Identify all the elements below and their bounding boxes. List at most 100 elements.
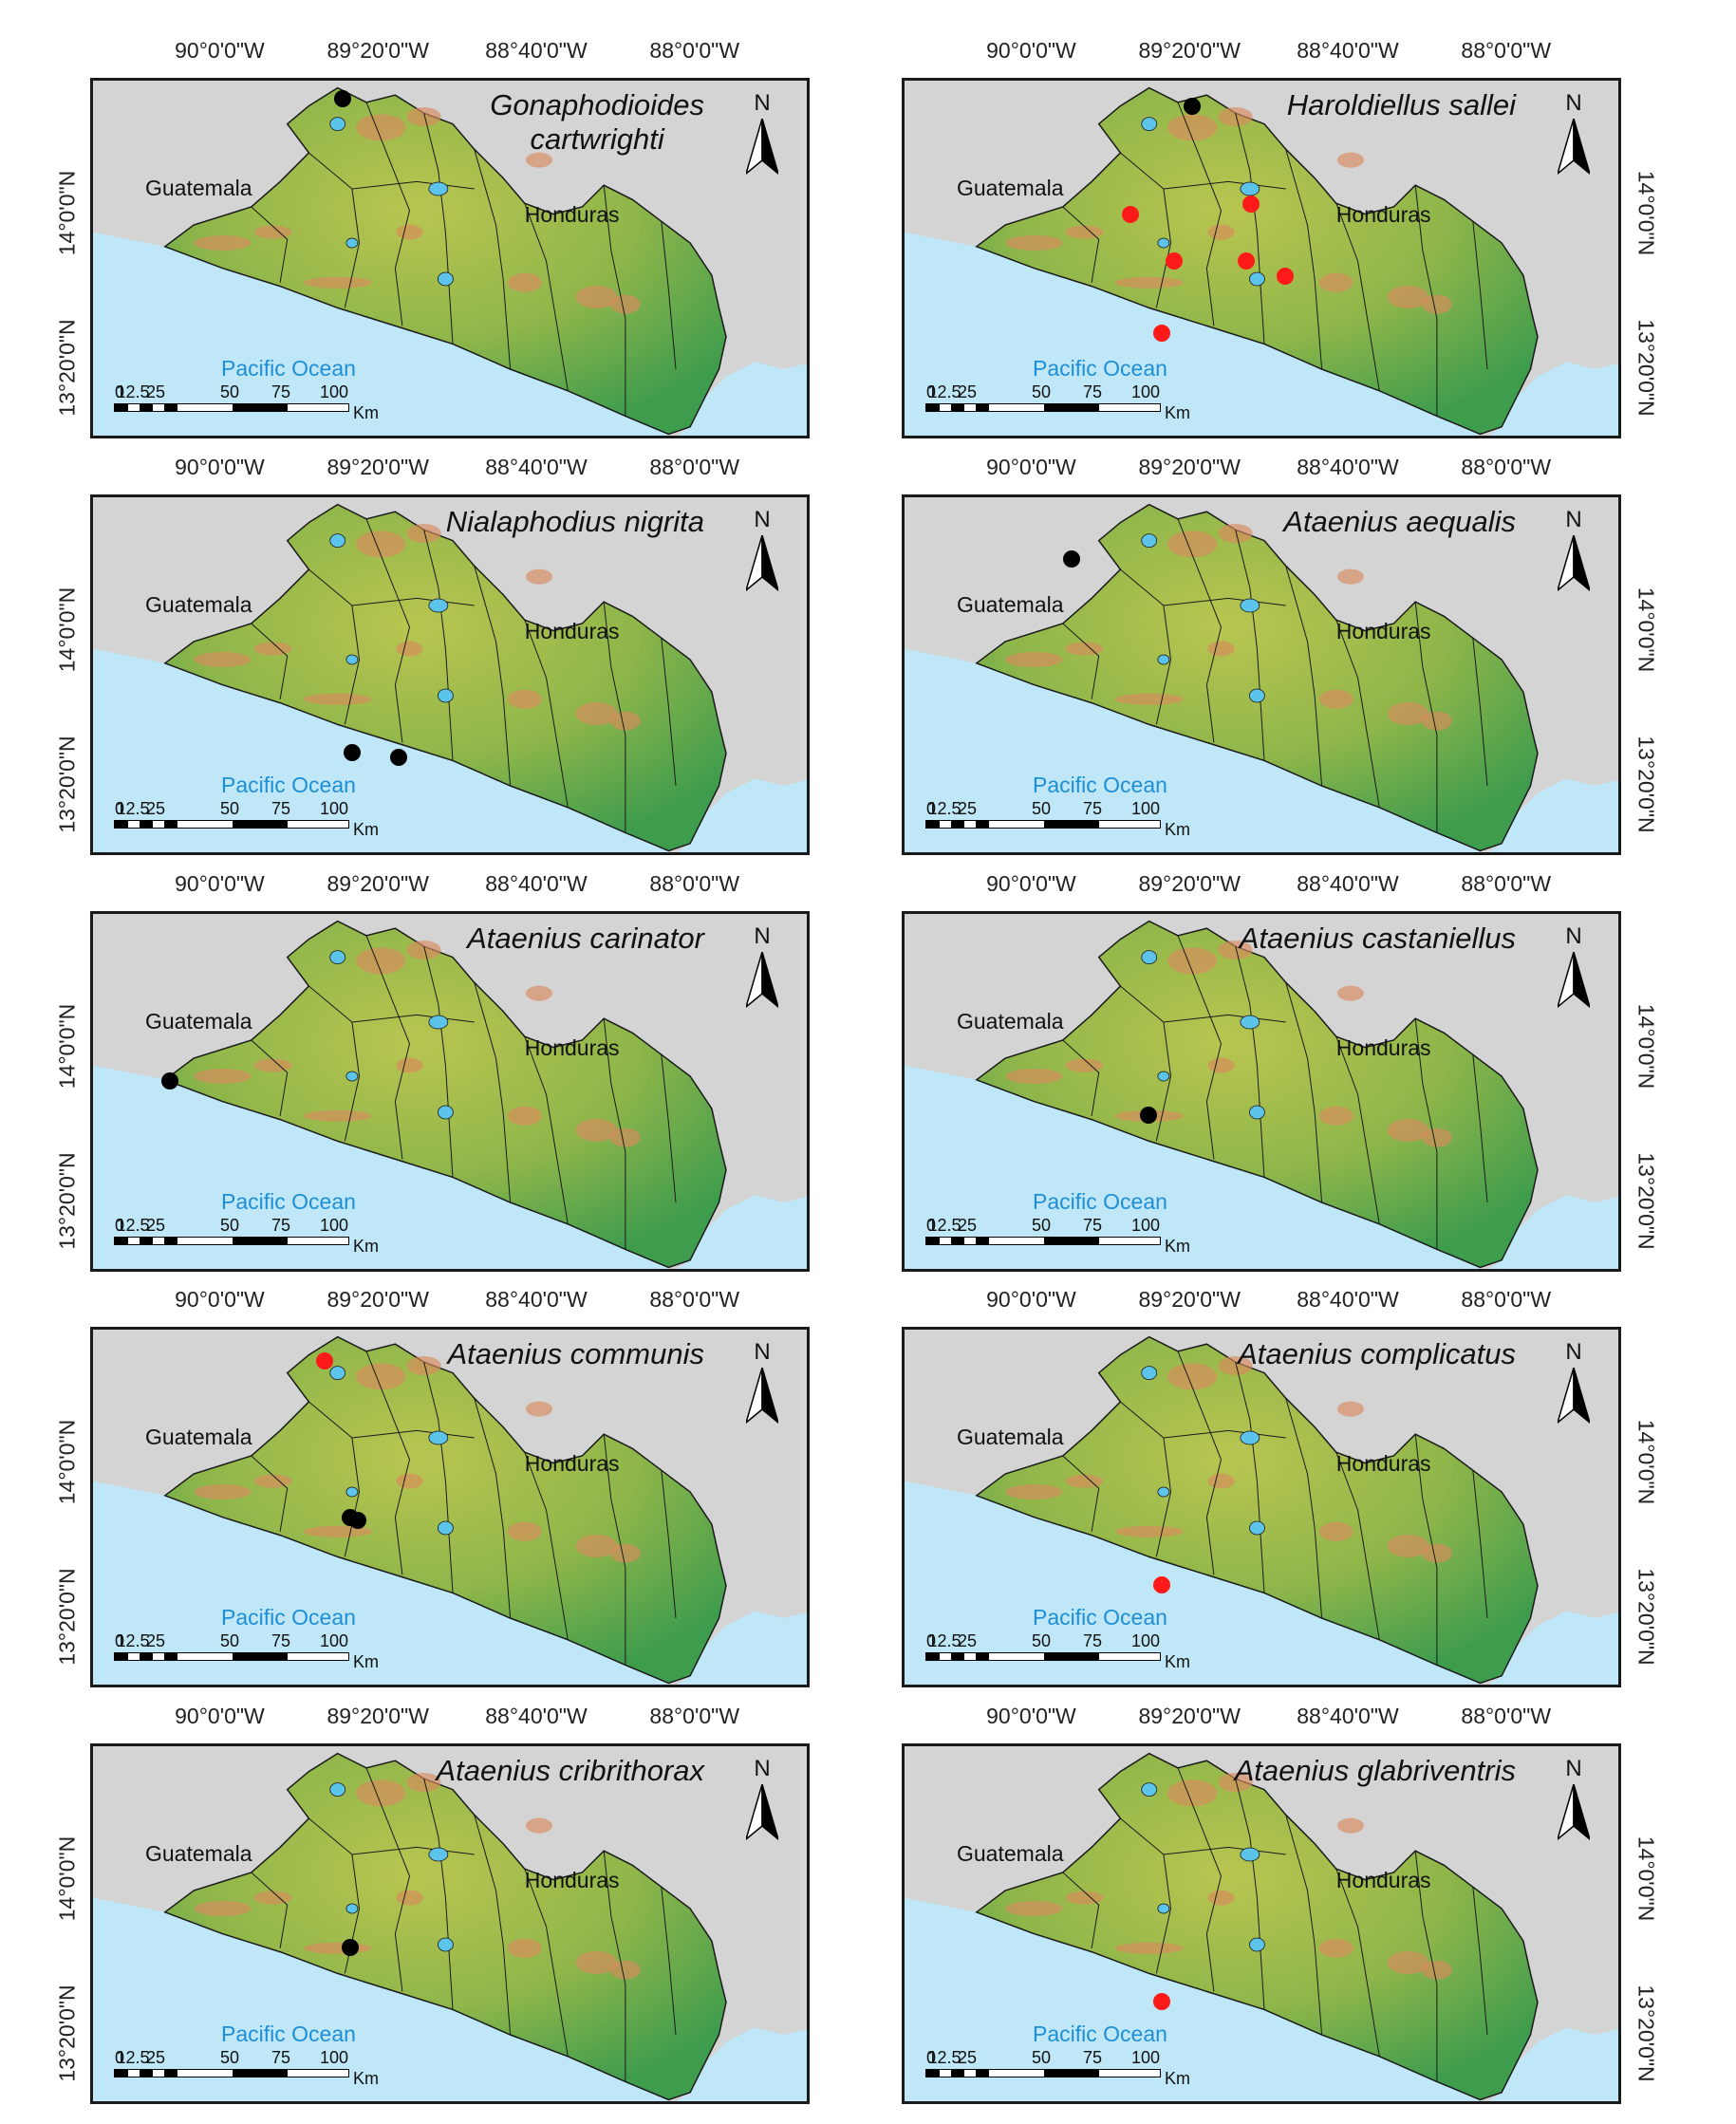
pacific-ocean-label: Pacific Ocean [1033, 1189, 1167, 1214]
highland-relief [406, 941, 441, 960]
latitude-label: 14°0'0"N [1633, 1835, 1659, 1921]
longitude-label: 89°20'0"W [327, 871, 429, 896]
north-letter: N [1565, 507, 1582, 532]
scale-tick-label: 50 [219, 382, 240, 401]
scale-segment [164, 1238, 177, 1244]
gulf-water [677, 1195, 807, 1269]
latitude-label: 13°20'0"N [54, 1568, 80, 1666]
lake [1249, 688, 1265, 703]
scale-tick-label: 12.5 [116, 2048, 150, 2067]
department-boundary [251, 206, 289, 283]
highland-relief [1421, 1127, 1452, 1147]
honduras-label: Honduras [1335, 202, 1431, 227]
scale-tick-label: 0 [925, 1216, 937, 1235]
department-boundary [1163, 597, 1286, 606]
scale-segment [976, 821, 989, 828]
lake [1249, 1105, 1265, 1120]
lake [438, 271, 454, 287]
lake [1240, 181, 1260, 196]
longitude-label: 88°0'0"W [649, 455, 740, 479]
longitude-label: 90°0'0"W [175, 455, 265, 479]
map-panel: Haroldiellus sallei Guatemala Honduras Paci… [902, 78, 1621, 438]
species-name: Haroldiellus sallei [1287, 88, 1516, 122]
scale-tick-label: 75 [271, 2048, 291, 2067]
lake [1157, 654, 1170, 665]
department-boundary [603, 602, 626, 833]
highland-relief [525, 568, 552, 585]
department-boundary [1414, 185, 1438, 417]
scale-tick-label: 0 [114, 1631, 125, 1650]
scale-bar: 0 12.5 25 50 75 100 Km [114, 1216, 380, 1256]
scale-tick-label: 0 [114, 2048, 125, 2067]
department-boundary [1335, 203, 1380, 391]
highland-relief [1065, 1058, 1104, 1072]
scale-segment [164, 1653, 177, 1660]
terrain-map [93, 1335, 807, 1685]
lake [1141, 1366, 1158, 1380]
lake [438, 688, 454, 703]
scale-unit: Km [1165, 2069, 1190, 2088]
longitude-label: 88°0'0"W [1461, 1704, 1552, 1728]
latitude-label: 13°20'0"N [54, 319, 80, 417]
highland-relief [1421, 1543, 1452, 1563]
longitude-label: 89°20'0"W [327, 38, 429, 63]
longitude-label: 89°20'0"W [1138, 871, 1241, 896]
department-boundary [661, 638, 677, 787]
north-letter: N [754, 1756, 771, 1781]
highland-relief [507, 1521, 542, 1541]
north-arrow-icon [1558, 1784, 1590, 1840]
ocean-area [905, 648, 1481, 852]
department-boundary [603, 1851, 626, 2082]
longitude-label: 88°0'0"W [1461, 871, 1552, 896]
department-boundary [251, 1039, 289, 1116]
scale-segment [951, 1653, 964, 1660]
longitude-label: 89°20'0"W [327, 1704, 429, 1728]
highland-relief [609, 1543, 641, 1563]
highland-relief [253, 225, 292, 239]
record-point-red [1152, 1575, 1170, 1593]
highland-relief [575, 1535, 618, 1557]
scale-tick-label: 100 [319, 1216, 349, 1235]
scale-bar: 0 12.5 25 50 75 100 Km [114, 382, 380, 422]
department-boundary [365, 1767, 411, 1992]
longitude-label: 90°0'0"W [986, 1287, 1076, 1312]
scale-ticks: 0 12.5 25 50 75 100 [114, 1216, 351, 1235]
scale-tick-label: 75 [1082, 2048, 1103, 2067]
scale-tick-label: 100 [319, 1631, 349, 1650]
ocean-area [905, 1481, 1481, 1685]
highland-relief [1336, 152, 1364, 168]
lake [345, 1486, 359, 1498]
department-boundary [1163, 1429, 1286, 1439]
department-boundary [1177, 1351, 1223, 1575]
highland-relief [303, 276, 372, 289]
pacific-ocean-label: Pacific Ocean [221, 1189, 356, 1214]
scale-segment [1044, 1653, 1099, 1660]
longitude-label: 88°40'0"W [1297, 38, 1399, 63]
department-boundary [661, 1054, 677, 1203]
department-boundary [423, 1779, 454, 2010]
scale-tick-label: 100 [319, 382, 349, 401]
scale-unit: Km [353, 1652, 379, 1671]
ocean-area [93, 232, 669, 436]
north-arrow-icon [746, 119, 778, 175]
latitude-label: 14°0'0"N [1633, 170, 1659, 255]
highland-relief [406, 107, 441, 126]
scale-segment [164, 821, 177, 828]
scale-segment [115, 1238, 128, 1244]
scale-segment [951, 821, 964, 828]
terrain-map [93, 1752, 807, 2101]
scale-segment [926, 1653, 940, 1660]
highland-relief [1387, 286, 1429, 308]
longitude-label: 88°0'0"W [649, 1704, 740, 1728]
department-boundary [474, 149, 512, 370]
scale-bar: 0 12.5 25 50 75 100 Km [114, 2048, 380, 2088]
department-boundary [1120, 152, 1172, 308]
gulf-water [677, 1611, 807, 1685]
highland-relief [303, 1109, 372, 1122]
north-arrow-icon [1558, 535, 1590, 591]
ocean-area [905, 1065, 1481, 1269]
scale-segment [140, 821, 153, 828]
department-boundary [1177, 102, 1223, 326]
scale-segment [140, 1238, 153, 1244]
species-name: Nialaphodius nigrita [446, 505, 704, 539]
